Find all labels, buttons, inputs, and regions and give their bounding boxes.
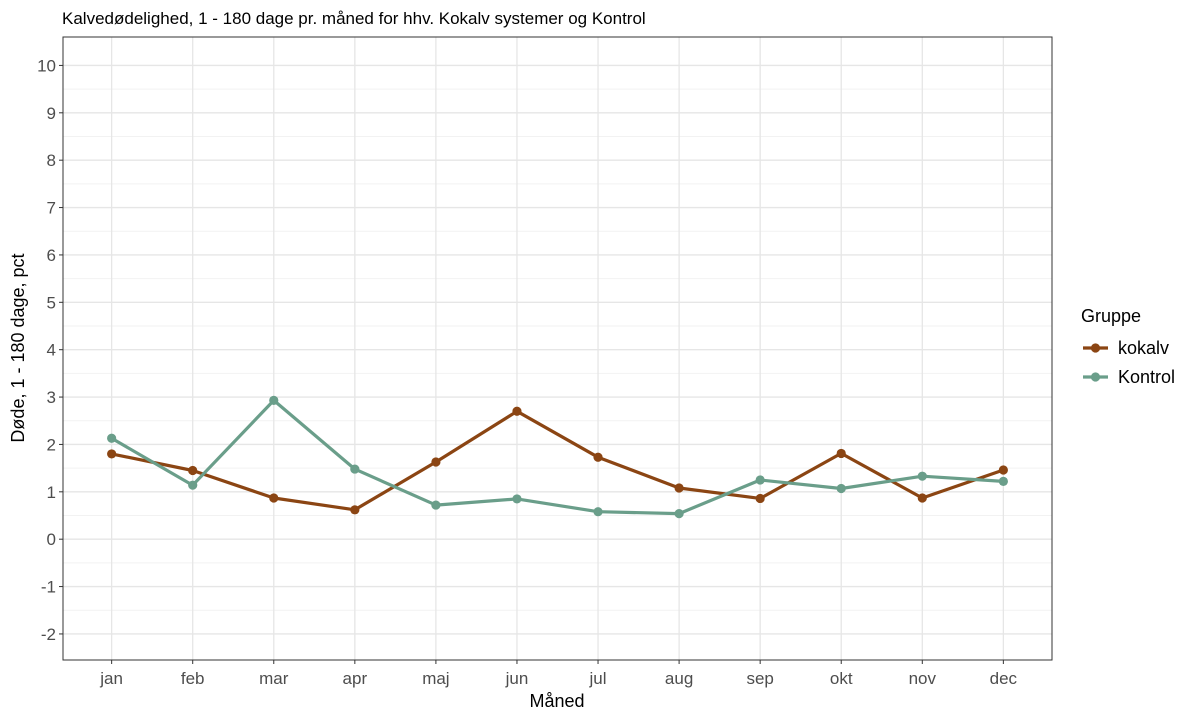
data-point bbox=[269, 395, 279, 405]
plot-border bbox=[62, 36, 1053, 661]
legend: Gruppe kokalv Kontrol bbox=[1081, 306, 1175, 387]
data-point bbox=[755, 493, 765, 504]
legend-item: Kontrol bbox=[1083, 367, 1175, 387]
x-tick-label: sep bbox=[746, 669, 773, 688]
data-point bbox=[998, 465, 1008, 475]
plot-background bbox=[63, 37, 1052, 660]
data-point bbox=[269, 493, 279, 503]
x-tick-label: aug bbox=[665, 669, 693, 688]
x-tick-label: dec bbox=[990, 669, 1018, 688]
data-point bbox=[431, 457, 441, 467]
y-tick-label: 10 bbox=[37, 56, 56, 75]
data-point bbox=[188, 465, 198, 476]
x-tick-label: feb bbox=[181, 669, 205, 688]
data-point bbox=[188, 480, 198, 490]
data-point bbox=[350, 464, 360, 474]
series-layer bbox=[107, 395, 1008, 519]
legend-label: kokalv bbox=[1118, 338, 1169, 358]
y-tick-label: 7 bbox=[47, 199, 56, 218]
data-point bbox=[107, 449, 117, 459]
x-tick-label: apr bbox=[343, 669, 368, 688]
x-tick-label: jan bbox=[99, 669, 123, 688]
data-point bbox=[107, 433, 117, 443]
series-line bbox=[109, 398, 1006, 516]
data-point bbox=[593, 507, 603, 517]
y-tick-label: 2 bbox=[47, 435, 56, 454]
y-tick-label: 5 bbox=[47, 293, 56, 312]
legend-key-point bbox=[1090, 343, 1101, 353]
data-point bbox=[836, 448, 846, 459]
data-point bbox=[350, 505, 360, 515]
y-tick-label: 4 bbox=[47, 341, 56, 360]
x-tick-label: jun bbox=[505, 669, 529, 688]
y-tick-label: 6 bbox=[47, 246, 56, 265]
y-axis-title: Døde, 1 - 180 dage, pct bbox=[8, 253, 28, 442]
series-kontrol bbox=[107, 395, 1008, 519]
data-point bbox=[512, 406, 522, 416]
y-tick-label: -1 bbox=[41, 578, 56, 597]
series-kokalv bbox=[107, 406, 1008, 515]
y-tick-label: 0 bbox=[47, 530, 56, 549]
data-point bbox=[917, 471, 927, 481]
y-axis: -2 -1 0 1 2 3 4 5 6 7 8 9 10 bbox=[37, 56, 63, 644]
data-point bbox=[836, 483, 846, 494]
x-tick-label: nov bbox=[909, 669, 937, 688]
x-tick-label: jul bbox=[589, 669, 607, 688]
y-tick-label: 9 bbox=[47, 104, 56, 123]
legend-label: Kontrol bbox=[1118, 367, 1175, 387]
data-point bbox=[431, 500, 441, 510]
legend-key-point bbox=[1090, 372, 1101, 382]
y-tick-label: -2 bbox=[41, 625, 56, 644]
data-point bbox=[917, 493, 927, 503]
x-tick-label: mar bbox=[259, 669, 289, 688]
grid-lines bbox=[63, 37, 1052, 660]
legend-title: Gruppe bbox=[1081, 306, 1141, 326]
y-tick-label: 1 bbox=[47, 483, 56, 502]
legend-item: kokalv bbox=[1083, 338, 1169, 358]
y-tick-label: 8 bbox=[47, 151, 56, 170]
data-point bbox=[674, 509, 684, 519]
data-point bbox=[512, 494, 522, 504]
x-tick-label: maj bbox=[422, 669, 449, 688]
series-line bbox=[109, 409, 1006, 512]
x-axis: jan feb mar apr maj jun jul aug sep okt nov dec bbox=[99, 660, 1018, 688]
chart-title: Kalvedødelighed, 1 - 180 dage pr. måned … bbox=[62, 9, 646, 28]
data-point bbox=[674, 483, 684, 493]
data-point bbox=[755, 475, 765, 485]
x-axis-title: Måned bbox=[529, 691, 584, 711]
data-point bbox=[998, 476, 1008, 486]
y-tick-label: 3 bbox=[47, 388, 56, 407]
x-tick-label: okt bbox=[830, 669, 853, 688]
data-point bbox=[593, 452, 603, 462]
